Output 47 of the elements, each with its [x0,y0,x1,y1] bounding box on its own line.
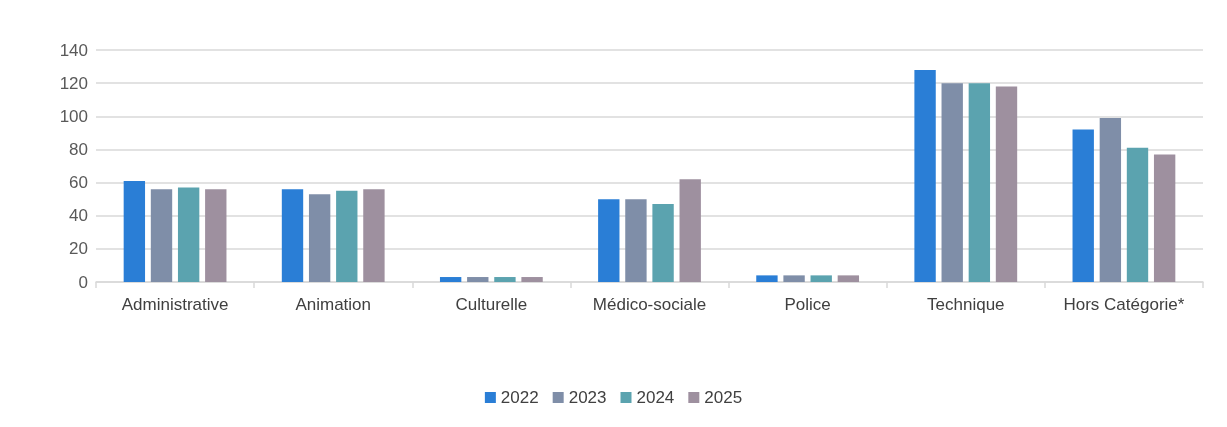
bar [494,277,516,282]
bar [336,190,358,282]
bar [205,189,227,282]
x-tick-label: Technique [927,295,1005,314]
bar [123,180,146,282]
bar [941,83,963,282]
x-tick-label: Médico-sociale [592,295,707,314]
y-tick-label: 60 [69,173,88,193]
bar [914,69,936,282]
bar [995,86,1018,282]
bar [1099,117,1122,282]
bar [1126,147,1149,282]
y-tick-label: 0 [78,272,88,292]
bar [281,189,304,282]
bar [439,277,462,282]
bar [625,199,647,282]
legend-label: 2024 [636,388,675,407]
bar [679,179,701,282]
y-tick-label: 80 [69,139,88,159]
bar [783,275,805,282]
legend-label: 2025 [704,388,743,407]
bar [1072,129,1094,282]
y-tick-label: 140 [59,40,88,60]
bar [521,277,543,282]
y-tick-label: 20 [69,239,88,259]
x-tick-label: Hors Catégorie* [1063,295,1185,314]
x-tick-label: Culturelle [455,295,528,314]
bar [467,277,489,282]
legend-label: 2023 [568,388,607,407]
bar [756,275,778,282]
y-tick-label: 40 [69,206,88,226]
legend-label: 2022 [500,388,539,407]
bar [308,194,331,282]
bar [652,204,674,282]
y-tick-label: 120 [59,73,88,93]
x-tick-label: Police [784,295,831,314]
x-tick-label: Animation [295,295,372,314]
y-tick-label: 100 [59,106,88,126]
bar [837,275,860,282]
bar [150,189,173,282]
bar [598,199,620,282]
bar [177,187,200,282]
bar [1153,154,1176,282]
bar [363,189,385,282]
bar [810,275,832,282]
bar [968,83,991,282]
x-tick-label: Administrative [121,295,229,314]
